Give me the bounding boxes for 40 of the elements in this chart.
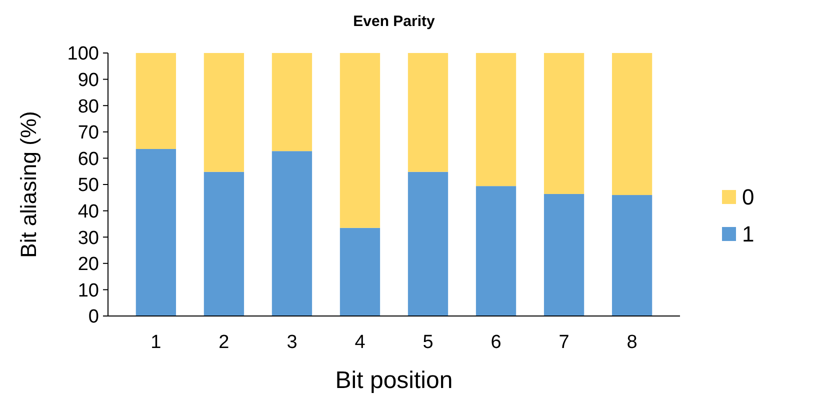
x-tick-label: 7 xyxy=(558,332,570,353)
x-tick-label: 5 xyxy=(422,332,434,353)
y-tick-label: 90 xyxy=(78,70,99,91)
legend-label: 1 xyxy=(742,222,754,247)
bar xyxy=(340,53,380,228)
x-tick-label: 6 xyxy=(490,332,502,353)
x-axis-title: Bit position xyxy=(335,367,453,394)
y-tick-label: 0 xyxy=(88,306,99,328)
bar xyxy=(340,228,380,316)
bar xyxy=(612,53,652,196)
bar xyxy=(476,186,516,316)
y-tick-label: 10 xyxy=(78,280,99,302)
y-tick-label: 70 xyxy=(78,122,99,144)
x-tick-label: 4 xyxy=(354,332,366,353)
bar xyxy=(204,53,244,172)
bar xyxy=(544,53,584,194)
x-tick-label: 8 xyxy=(626,332,638,353)
bar xyxy=(272,53,312,152)
bar xyxy=(408,53,448,172)
y-tick-label: 20 xyxy=(78,254,99,276)
x-tick-label: 1 xyxy=(150,332,162,353)
bar xyxy=(204,172,244,316)
bar xyxy=(136,53,176,149)
bar xyxy=(136,148,176,316)
x-tick-label: 2 xyxy=(218,332,230,353)
y-axis-title: Bit aliasing (%) xyxy=(16,111,41,258)
bar xyxy=(612,195,652,316)
bar xyxy=(476,53,516,186)
y-tick-label: 30 xyxy=(78,228,99,249)
y-tick-label: 100 xyxy=(67,44,99,65)
x-tick-label: 3 xyxy=(286,332,298,353)
y-tick-label: 50 xyxy=(78,175,99,196)
bar xyxy=(544,194,584,316)
bar xyxy=(408,172,448,316)
y-tick-label: 60 xyxy=(78,148,99,170)
legend-label: 0 xyxy=(742,184,754,210)
chart-title: Even Parity xyxy=(353,13,436,30)
y-tick-label: 80 xyxy=(78,96,99,118)
bar xyxy=(272,151,312,316)
y-tick-label: 40 xyxy=(78,201,99,222)
